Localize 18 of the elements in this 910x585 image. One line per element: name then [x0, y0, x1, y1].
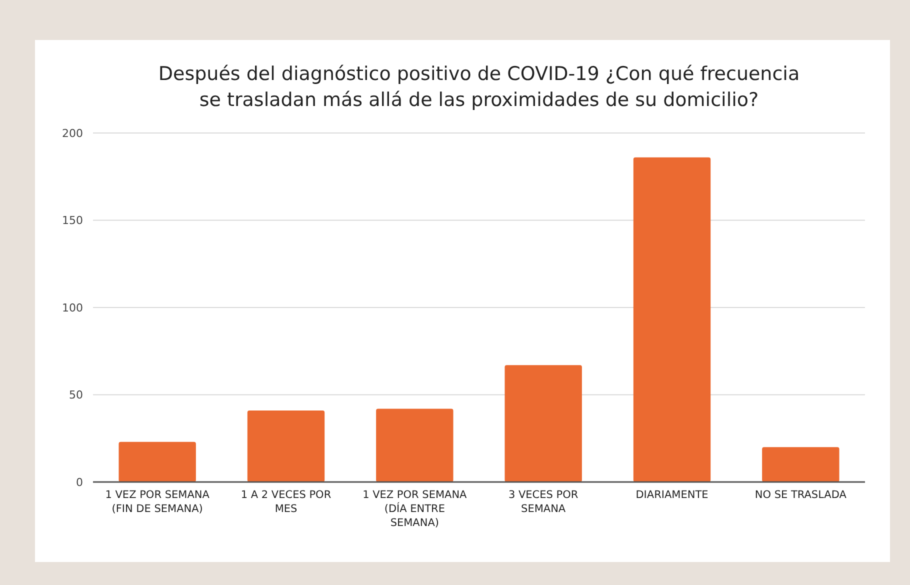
x-tick-label: NO SE TRASLADA: [754, 489, 848, 501]
x-tick-label: 1 VEZ POR SEMANA (FIN DE SEMANA): [105, 489, 210, 515]
x-tick-label: DIARIAMENTE: [636, 489, 708, 501]
y-tick-label: 50: [69, 388, 83, 402]
y-tick-label: 150: [62, 214, 83, 228]
y-tick-label: 200: [62, 126, 83, 140]
bar: [376, 408, 454, 482]
chart-title: Después del diagnóstico positivo de COVID-19 ¿Con qué frecuencia se trasladan más allá de las proximidades de su domicilio?: [158, 63, 800, 111]
bar: [118, 442, 196, 482]
bar: [633, 157, 711, 482]
bar: [762, 447, 840, 482]
bar: [504, 365, 582, 482]
bar: [247, 410, 325, 482]
x-tick-label: 1 A 2 VECES POR MES: [240, 489, 332, 515]
y-tick-label: 100: [62, 301, 83, 314]
x-tick-label: 3 VECES POR SEMANA: [508, 489, 578, 515]
x-tick-label: 1 VEZ POR SEMANA (DÍA ENTRE SEMANA): [362, 489, 468, 529]
y-tick-label: 0: [76, 476, 83, 489]
